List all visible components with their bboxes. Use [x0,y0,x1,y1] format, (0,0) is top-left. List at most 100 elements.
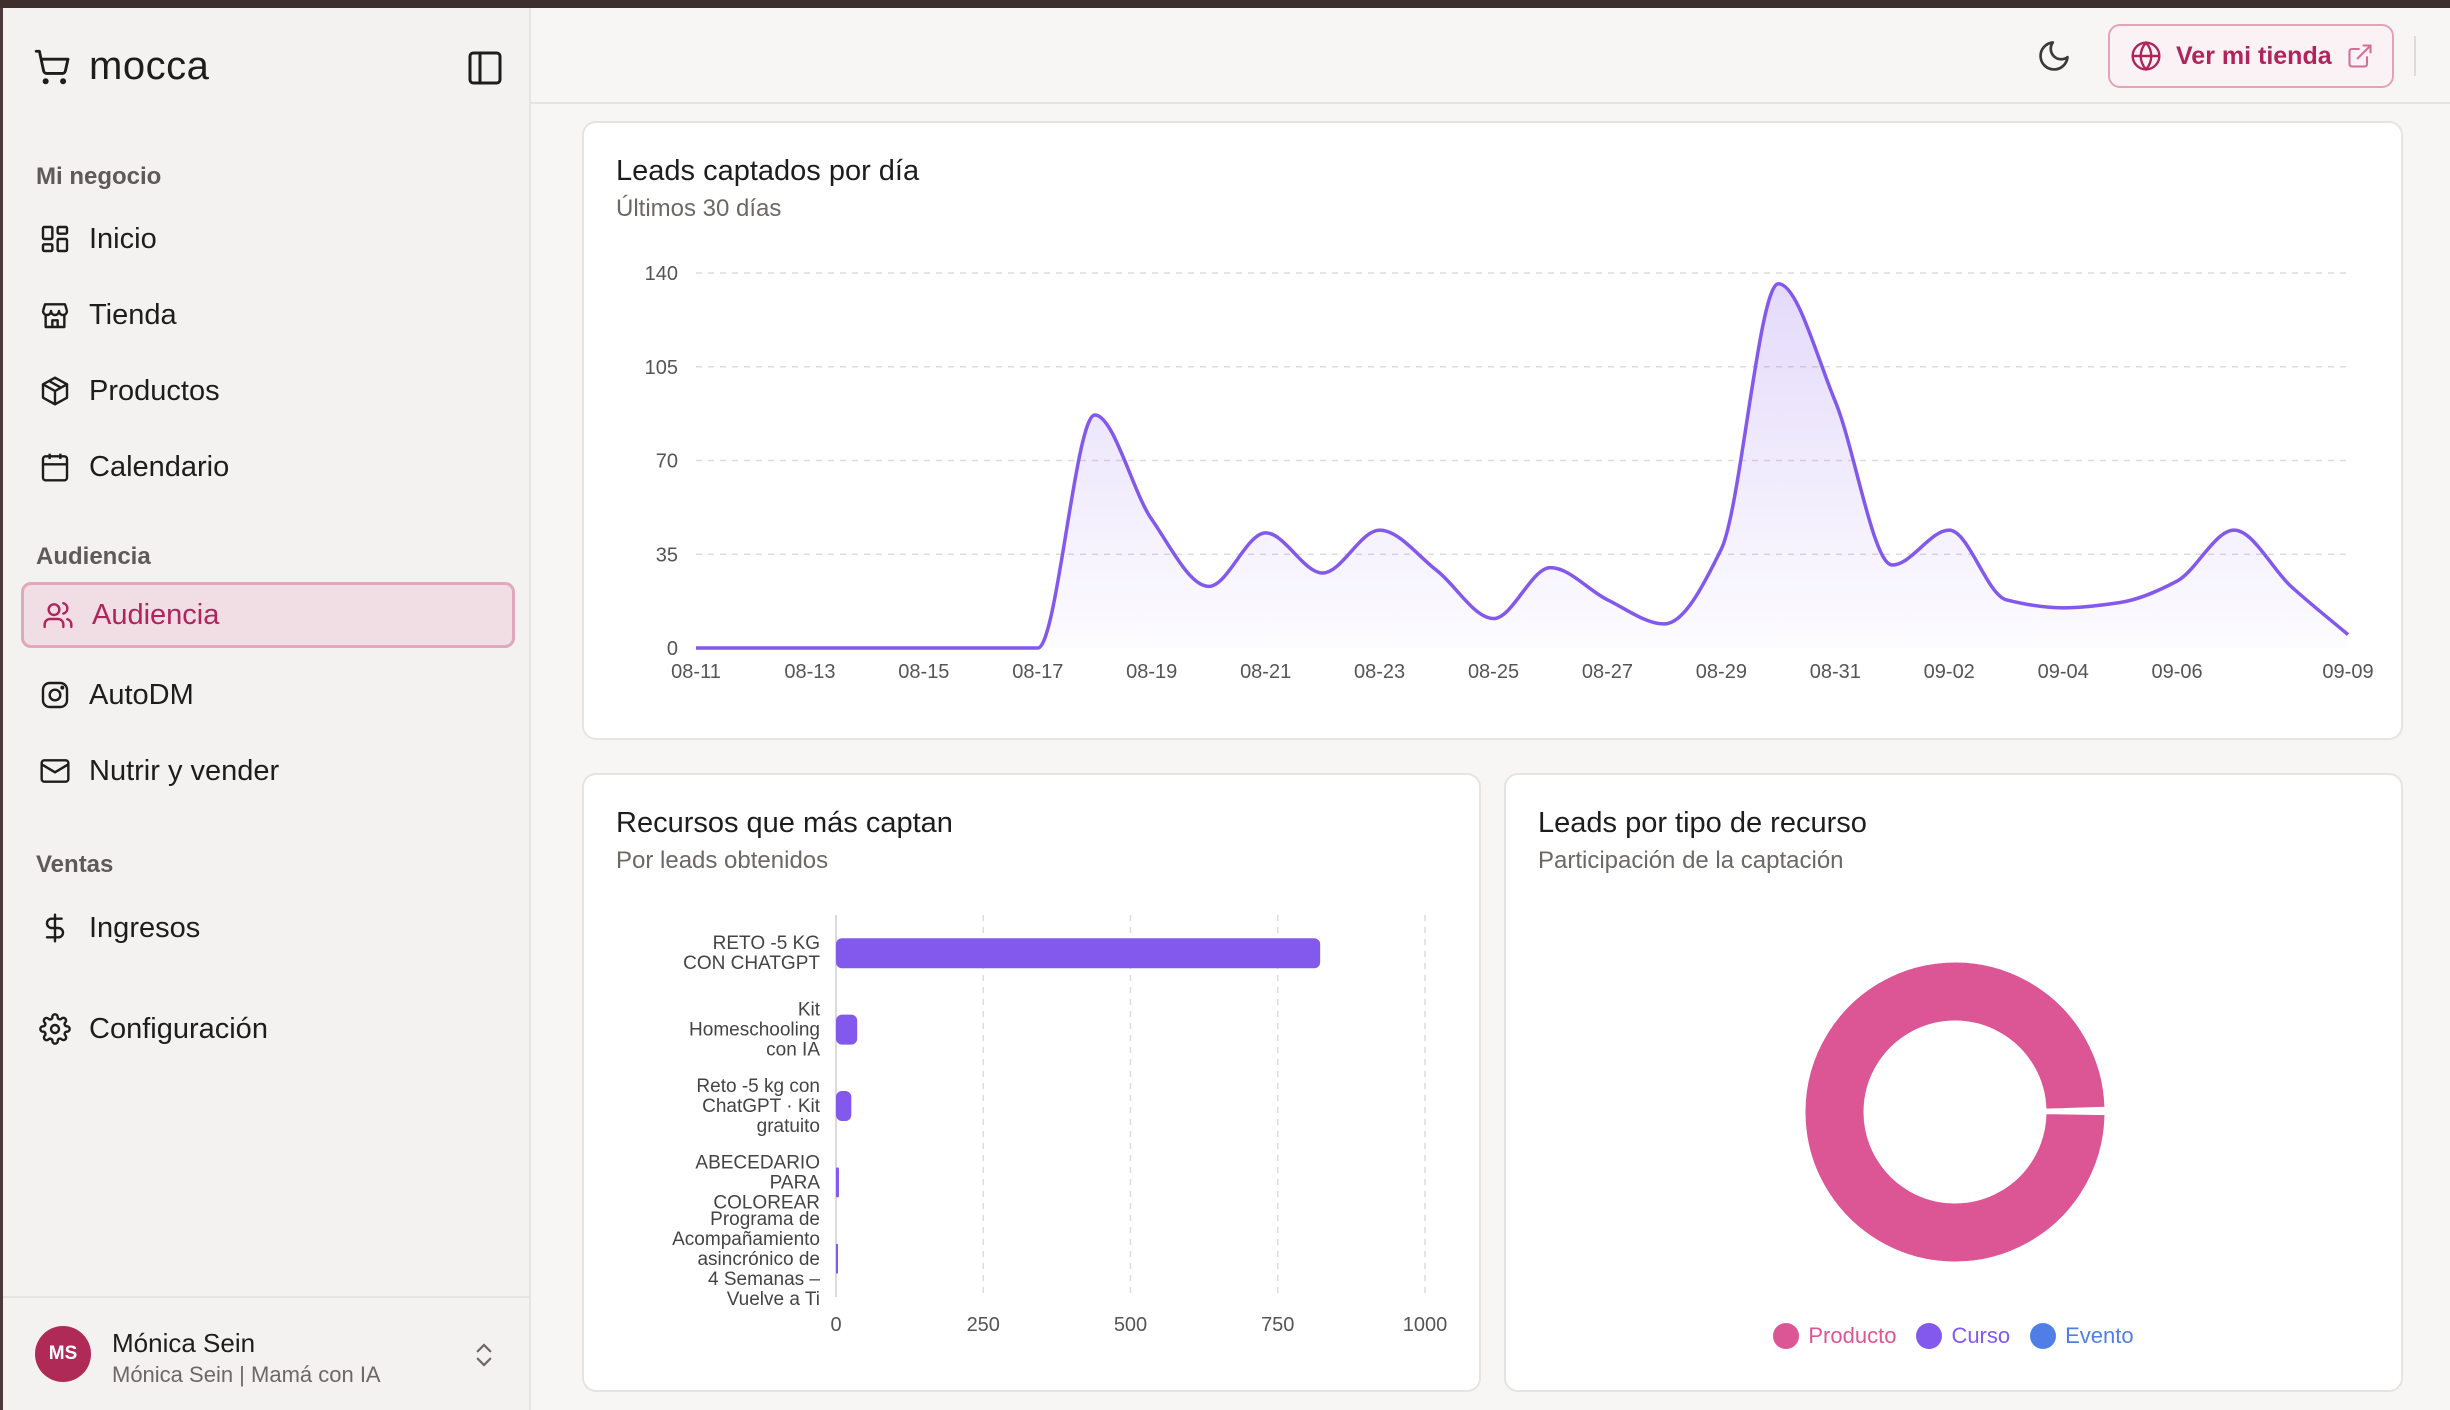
bar [836,1243,838,1274]
section-label-negocio: Mi negocio [36,163,162,190]
mail-icon [39,755,71,787]
data-point [1947,528,1951,532]
legend-swatch [2030,1323,2057,1349]
top-resources-card: Recursos que más captan Por leads obteni… [582,773,1481,1392]
category-label-line: Acompañamiento [672,1229,820,1250]
sidebar-item-calendario[interactable]: Calendario [21,434,515,500]
legend-swatch [1773,1323,1800,1349]
user-name: Mónica Sein [112,1328,256,1358]
leads-by-type-chart [1804,961,2106,1263]
sidebar-item-nutrir[interactable]: Nutrir y vender [21,738,515,804]
data-point [1321,571,1325,575]
legend-item[interactable]: Producto [1773,1323,1896,1349]
view-store-button[interactable]: Ver mi tienda [2108,24,2394,88]
sidebar-item-audiencia[interactable]: Audiencia [21,582,515,648]
x-tick-label: 500 [1114,1314,1147,1336]
sidebar-item-label: Audiencia [92,598,220,631]
data-point [1833,400,1837,404]
category-label-line: con IA [766,1040,820,1061]
data-point [2289,584,2293,588]
x-tick-label: 08-27 [1582,661,1633,683]
leads-per-day-chart: 0 35 70 105 140 08-11 08-13 08-15 08-17 08-19 08-2… [645,263,2374,683]
moon-icon[interactable] [2036,38,2072,74]
category-label-line: RETO -5 KG [713,933,820,954]
data-point [2118,600,2122,604]
cart-icon [34,49,70,84]
category-label-line: COLOREAR [713,1192,820,1213]
sidebar-item-configuracion[interactable]: Configuración [21,996,515,1062]
sidebar-item-tienda[interactable]: Tienda [21,282,515,348]
store-icon [39,299,71,331]
card-title: Leads por tipo de recurso [1538,807,1867,839]
x-tick-label: 08-29 [1696,661,1747,683]
chevrons-up-down-icon[interactable] [469,1340,499,1370]
main-content: Ver mi tienda Leads captados por día Últ… [531,8,2450,1410]
card-title: Leads captados por día [616,155,920,187]
pie-slice [1804,961,2106,1263]
header-divider [2414,36,2416,76]
sidebar-item-productos[interactable]: Productos [21,358,515,424]
sidebar-item-label: Inicio [89,222,157,255]
y-tick-label: 140 [645,263,678,285]
avatar: MS [35,1326,91,1382]
category-label: Reto -5 kg con ChatGPT · Kit gratuito [696,1076,820,1137]
card-title: Recursos que más captan [616,807,953,839]
globe-icon [2131,40,2161,72]
x-tick-label: 08-23 [1354,661,1405,683]
pie-slice [2045,1109,2106,1112]
category-label-line: Vuelve a Ti [727,1289,820,1310]
sidebar-item-ingresos[interactable]: Ingresos [21,895,515,961]
chart-legend: Producto Curso Evento [1506,1323,2401,1349]
app-window: mocca Mi negocio Inicio Tienda Productos [3,8,2450,1410]
x-tick-label: 1000 [1403,1314,1448,1336]
legend-label: Evento [2065,1323,2134,1348]
x-tick-label: 750 [1261,1314,1294,1336]
data-point [2175,579,2179,583]
y-tick-label: 70 [656,451,678,473]
category-label-line: gratuito [757,1116,820,1137]
sidebar-item-label: Calendario [89,450,230,483]
section-label-ventas: Ventas [36,851,114,878]
boxes-icon [39,375,71,407]
brand[interactable]: mocca [33,44,209,89]
category-label: Kit Homeschooling con IA [689,1000,821,1061]
bar [836,938,1321,969]
legend-item[interactable]: Curso [1916,1323,2010,1349]
calendar-icon [39,451,71,483]
sidebar-item-autodm[interactable]: AutoDM [21,662,515,728]
sidebar-toggle-icon[interactable] [465,48,505,88]
category-label: RETO -5 KG CON CHATGPT [683,933,820,974]
sidebar-item-label: Nutrir y vender [89,754,280,787]
pie-slice [2045,1111,2106,1114]
series-line [696,281,2350,650]
dashboard-icon [39,223,71,255]
legend-swatch [1916,1323,1943,1349]
series-area [696,283,2348,648]
data-point [1776,282,1780,286]
user-menu[interactable]: MS Mónica Sein Mónica Sein | Mamá con IA [3,1296,529,1410]
x-tick-label: 08-21 [1240,661,1291,683]
user-subtitle: Mónica Sein | Mamá con IA [112,1362,381,1387]
category-label-line: Programa de [710,1209,820,1230]
sidebar-item-label: Configuración [89,1012,268,1045]
card-subtitle: Participación de la captación [1538,847,1844,874]
data-point [922,646,926,650]
data-point [751,646,755,650]
category-label-line: Kit [798,1000,821,1021]
sidebar-item-label: Tienda [89,298,177,331]
sidebar-item-inicio[interactable]: Inicio [21,206,515,272]
data-point [808,646,812,650]
sidebar-item-label: Productos [89,374,220,407]
data-point [1890,563,1894,567]
data-point [979,646,983,650]
x-tick-label: 08-17 [1012,661,1063,683]
legend-item[interactable]: Evento [2030,1323,2134,1349]
category-label-line: Reto -5 kg con [696,1076,820,1097]
data-point [1435,568,1439,572]
x-tick-label: 09-02 [1924,661,1975,683]
sidebar: mocca Mi negocio Inicio Tienda Productos [3,8,531,1410]
bar [836,1091,852,1121]
sidebar-item-label: AutoDM [89,678,194,711]
legend-label: Producto [1808,1323,1897,1348]
x-tick-label: 09-06 [2152,661,2203,683]
